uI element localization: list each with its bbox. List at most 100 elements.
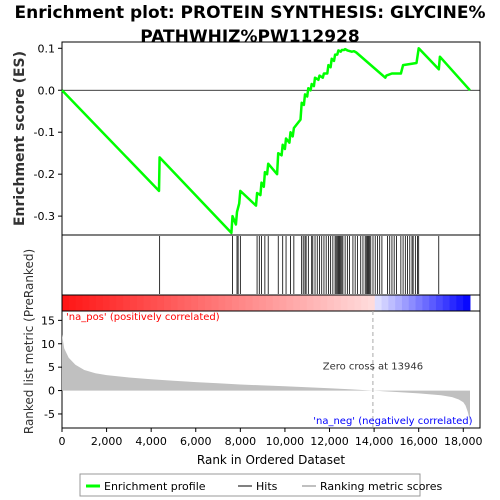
gradient-cell xyxy=(354,295,362,311)
gradient-cell xyxy=(456,295,464,311)
x-tick-label: 6,000 xyxy=(180,435,212,448)
x-tick-label: 12,000 xyxy=(310,435,349,448)
zero-cross-label: Zero cross at 13946 xyxy=(323,362,423,373)
gradient-cell xyxy=(225,295,233,311)
gradient-cell xyxy=(95,295,104,311)
x-axis-label: Rank in Ordered Dataset xyxy=(197,453,345,467)
gradient-cell xyxy=(449,295,457,311)
x-tick-label: 14,000 xyxy=(355,435,394,448)
legend-label: Ranking metric scores xyxy=(320,480,442,493)
gradient-cell xyxy=(340,295,349,311)
gradient-cell xyxy=(191,295,199,311)
positive-correlation-label: 'na_pos' (positively correlated) xyxy=(66,312,220,323)
gradient-cell xyxy=(129,295,138,311)
gradient-cell xyxy=(463,295,471,311)
gradient-cell xyxy=(327,295,335,311)
gradient-cell xyxy=(123,295,131,311)
es-y-tick-label: 0.0 xyxy=(38,84,56,97)
metric-y-tick-label: -5 xyxy=(44,408,55,421)
gradient-cell xyxy=(75,295,83,311)
gradient-cell xyxy=(408,295,417,311)
title: Enrichment plot: PROTEIN SYNTHESIS: GLYC… xyxy=(15,3,486,47)
gradient-cell xyxy=(177,295,185,311)
es-y-tick-label: -0.2 xyxy=(34,168,55,181)
gradient-cell xyxy=(422,295,430,311)
gradient-cell xyxy=(333,295,342,311)
gradient-cell xyxy=(170,295,179,311)
gradient-cell xyxy=(136,295,145,311)
metric-y-tick-label: 0 xyxy=(48,385,55,398)
gradient-cell xyxy=(374,295,383,311)
gradient-cell xyxy=(299,295,308,311)
gradient-cell xyxy=(218,295,226,311)
gradient-cell xyxy=(401,295,410,311)
gradient-cell xyxy=(320,295,328,311)
gradient-cell xyxy=(395,295,403,311)
gradient-cell xyxy=(68,295,77,311)
gradient-cell xyxy=(306,295,315,311)
negative-correlation-label: 'na_neg' (negatively correlated) xyxy=(313,416,472,427)
legend-label: Enrichment profile xyxy=(104,480,206,493)
hits-panel-frame xyxy=(61,234,481,296)
legend-label: Hits xyxy=(256,480,278,493)
x-tick-label: 8,000 xyxy=(225,435,257,448)
gradient-cell xyxy=(150,295,158,311)
gradient-cell xyxy=(259,295,267,311)
legend: Enrichment profile Hits Ranking metric sco… xyxy=(79,473,442,497)
enrichment-profile-line xyxy=(61,47,471,235)
gradient-cell xyxy=(293,295,301,311)
gradient-cell xyxy=(238,295,247,311)
ranked-metric-panel: 15 10 5 0 -5 0 2,000 4,000 6,000 8,000 10,000 12,00… xyxy=(22,249,483,467)
bottom-panel-frame xyxy=(61,310,481,429)
gradient-cell xyxy=(429,295,437,311)
gradient-cell xyxy=(415,295,423,311)
gradient-cell xyxy=(231,295,240,311)
es-y-tick-label: -0.1 xyxy=(34,126,55,139)
gradient-cell xyxy=(252,295,260,311)
gradient-cell xyxy=(157,295,165,311)
gradient-cell xyxy=(442,295,451,311)
gradient-cell xyxy=(62,295,70,311)
gradient-cell xyxy=(286,295,294,311)
es-y-tick-label: 0.1 xyxy=(38,42,56,55)
metric-y-tick-label: 5 xyxy=(48,361,55,374)
gradient-cell xyxy=(163,295,172,311)
gradient-cell xyxy=(82,295,90,311)
gradient-cell xyxy=(89,295,97,311)
x-tick-label: 18,000 xyxy=(444,435,483,448)
gradient-cell xyxy=(184,295,192,311)
gradient-cell xyxy=(435,295,444,311)
es-y-axis-label: Enrichment score (ES) xyxy=(12,51,28,226)
gradient-cell xyxy=(109,295,117,311)
x-tick-label: 2,000 xyxy=(91,435,123,448)
metric-y-tick-label: 10 xyxy=(41,338,55,351)
x-tick-label: 0 xyxy=(59,435,66,448)
metric-y-axis-label: Ranked list metric (PreRanked) xyxy=(22,249,36,434)
gradient-cell xyxy=(204,295,213,311)
rank-gradient-bar xyxy=(61,294,481,312)
x-tick-label: 4,000 xyxy=(135,435,167,448)
gradient-cell xyxy=(388,295,396,311)
x-tick-label: 10,000 xyxy=(266,435,305,448)
gradient-cell xyxy=(197,295,206,311)
gradient-cell xyxy=(272,295,281,311)
x-tick-label: 16,000 xyxy=(399,435,438,448)
gradient-cell xyxy=(347,295,355,311)
gradient-cell xyxy=(143,295,151,311)
gradient-cell xyxy=(279,295,287,311)
gradient-cell xyxy=(116,295,124,311)
top-panel-frame xyxy=(61,41,481,236)
gradient-cell xyxy=(381,295,389,311)
chart-title-line: Enrichment plot: PROTEIN SYNTHESIS: GLYC… xyxy=(15,3,486,23)
gradient-cell xyxy=(265,295,274,311)
gradient-cell xyxy=(245,295,253,311)
gradient-cell xyxy=(361,295,369,311)
metric-y-tick-label: 15 xyxy=(41,314,55,327)
es-y-tick-label: -0.3 xyxy=(34,210,55,223)
gradient-cell xyxy=(102,295,111,311)
gradient-cell xyxy=(367,295,376,311)
gradient-cell xyxy=(211,295,219,311)
enrichment-score-panel: 0.1 0.0 -0.1 -0.2 -0.3 Enrichment score (ES) xyxy=(12,41,481,236)
